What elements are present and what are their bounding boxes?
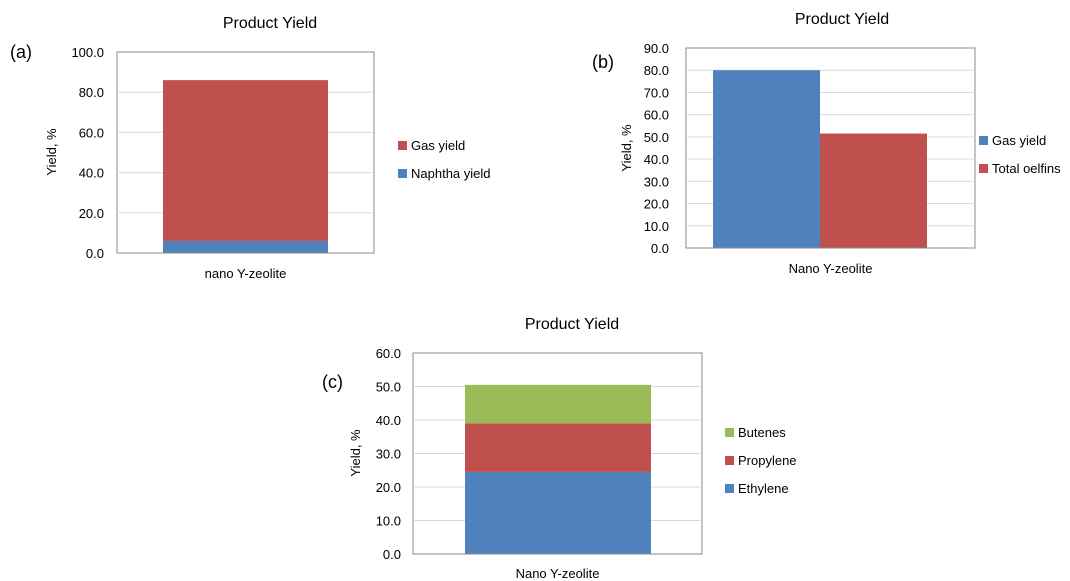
chart-a: (a) Product Yield Yield, % 0.0 20.0 40.0 60… [10, 15, 491, 281]
chart-c-ytick-label: 0.0 [383, 547, 401, 562]
chart-b-legend-label: Gas yield [992, 133, 1046, 148]
chart-b-legend-label: Total oelfins [992, 161, 1061, 176]
chart-b-bar-total-oelfins [820, 133, 927, 248]
chart-b-ytick-label: 0.0 [651, 241, 669, 256]
panel-label-b: (b) [592, 52, 614, 72]
chart-c-legend-swatch [725, 456, 734, 465]
chart-c-ylabel: Yield, % [348, 429, 363, 477]
chart-b-ytick-label: 80.0 [644, 63, 669, 78]
chart-a-category-label: nano Y-zeolite [205, 266, 287, 281]
chart-a-bar-naphtha-yield [163, 240, 328, 253]
chart-c-category-label: Nano Y-zeolite [516, 566, 600, 581]
chart-b-title: Product Yield [795, 11, 889, 28]
panel-label-a: (a) [10, 42, 32, 62]
chart-c-legend-label: Ethylene [738, 481, 789, 496]
chart-b-ytick-label: 50.0 [644, 130, 669, 145]
chart-a-legend-label: Gas yield [411, 138, 465, 153]
chart-c-ytick-label: 50.0 [376, 380, 401, 395]
chart-c-bar-propylene [465, 423, 651, 472]
chart-c-legend-label: Propylene [738, 453, 797, 468]
chart-a-ytick-label: 60.0 [79, 125, 104, 140]
chart-a-ytick-label: 20.0 [79, 206, 104, 221]
chart-a-ytick-label: 0.0 [86, 246, 104, 261]
chart-a-legend-swatch [398, 141, 407, 150]
chart-b-ylabel: Yield, % [619, 124, 634, 172]
chart-b-ytick-label: 40.0 [644, 152, 669, 167]
chart-b-ytick-label: 90.0 [644, 41, 669, 56]
chart-c-bar-ethylene [465, 471, 651, 554]
chart-b-ytick-label: 60.0 [644, 108, 669, 123]
chart-c-ytick-label: 20.0 [376, 480, 401, 495]
chart-a-ytick-label: 80.0 [79, 85, 104, 100]
chart-b-ytick-label: 30.0 [644, 174, 669, 189]
chart-a-title: Product Yield [223, 15, 317, 32]
chart-c-title: Product Yield [525, 316, 619, 333]
panel-label-c: (c) [322, 372, 343, 392]
chart-c-bar-butenes [465, 384, 651, 424]
chart-b-legend-swatch [979, 164, 988, 173]
chart-c-ytick-label: 10.0 [376, 514, 401, 529]
chart-a-legend-label: Naphtha yield [411, 166, 491, 181]
chart-b-ytick-label: 10.0 [644, 219, 669, 234]
chart-c-legend-label: Butenes [738, 425, 786, 440]
chart-a-ytick-label: 100.0 [71, 45, 104, 60]
chart-c-ytick-label: 40.0 [376, 413, 401, 428]
chart-c-legend-swatch [725, 428, 734, 437]
chart-b-category-label: Nano Y-zeolite [789, 261, 873, 276]
chart-c: (c) Product Yield Yield, % 0.0 10.0 20.0 30… [322, 316, 797, 581]
chart-a-ytick-label: 40.0 [79, 166, 104, 181]
chart-b: (b) Product Yield Yield, % 0.0 10.0 20.0 30… [592, 11, 1061, 276]
chart-c-ytick-label: 30.0 [376, 447, 401, 462]
chart-a-ylabel: Yield, % [44, 128, 59, 176]
chart-c-ytick-label: 60.0 [376, 346, 401, 361]
chart-c-legend-swatch [725, 484, 734, 493]
chart-b-ytick-label: 70.0 [644, 85, 669, 100]
chart-b-ytick-label: 20.0 [644, 197, 669, 212]
chart-a-legend-swatch [398, 169, 407, 178]
chart-b-legend-swatch [979, 136, 988, 145]
chart-b-bar-gas-yield [713, 70, 820, 248]
chart-a-bar-gas-yield [163, 80, 328, 241]
